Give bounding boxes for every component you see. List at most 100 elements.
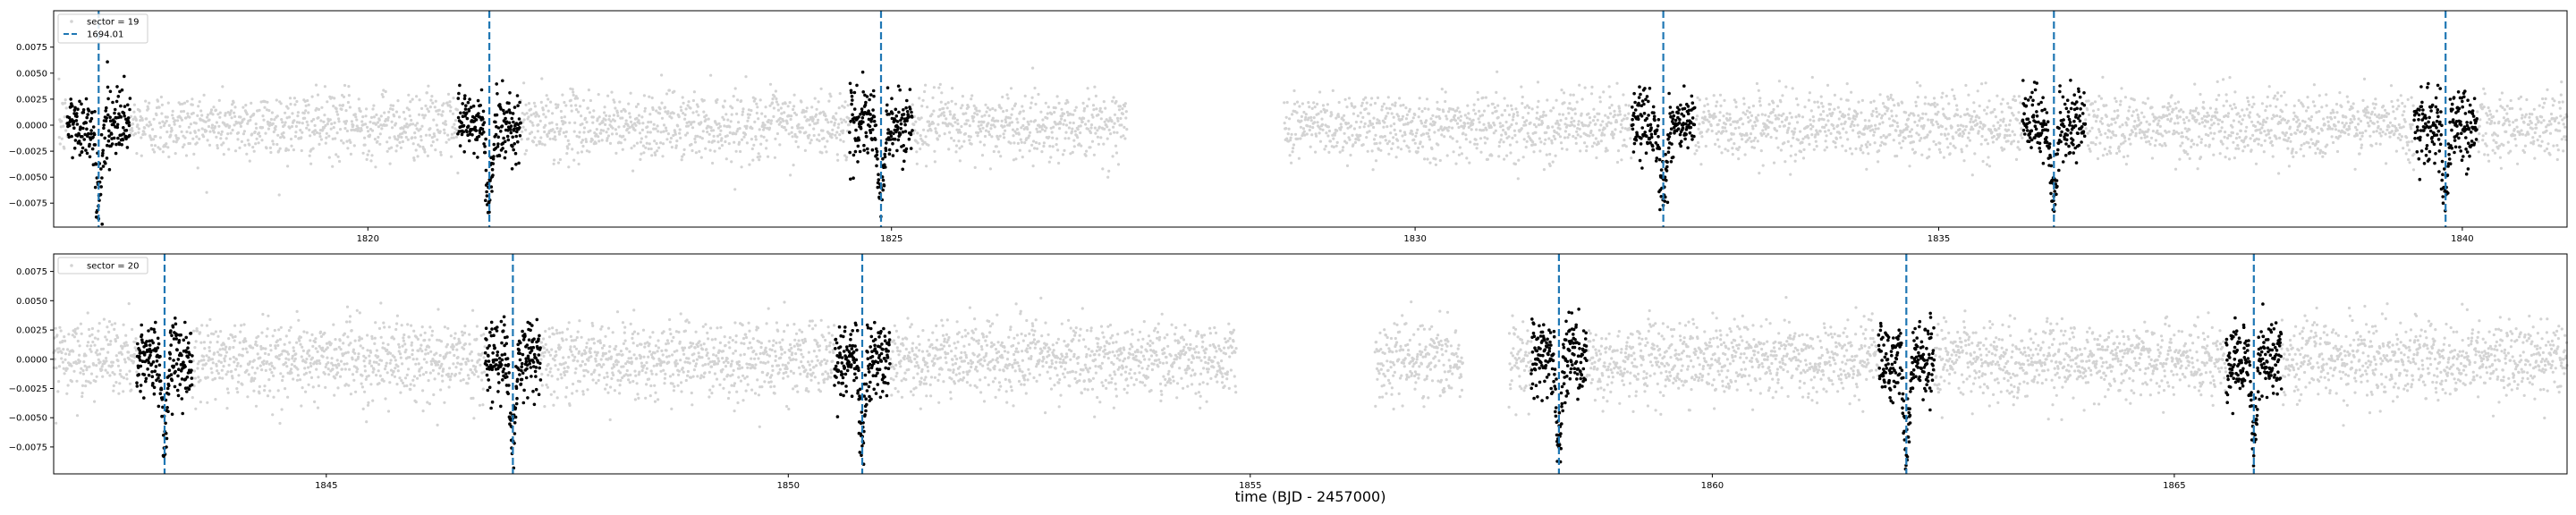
flux-point [763,123,767,127]
flux-point [352,144,356,148]
flux-point [64,129,68,132]
flux-point [1460,152,1463,156]
flux-point [1051,136,1055,139]
flux-point [367,130,370,133]
flux-point [1523,106,1527,109]
flux-point [1877,149,1881,153]
flux-point [1285,137,1289,140]
flux-point [583,116,588,120]
transit-flux-point [85,127,89,131]
flux-point [588,111,592,114]
flux-point [1398,97,1402,100]
flux-point [267,127,270,131]
flux-point [669,136,674,140]
flux-point [2411,139,2414,143]
flux-point [2086,108,2089,112]
flux-point [753,120,757,123]
flux-point [1307,101,1310,105]
transit-flux-point [514,134,518,139]
flux-point [927,120,931,123]
transit-flux-point [113,111,116,115]
flux-point [776,108,781,112]
flux-point [521,121,525,124]
flux-point [1426,157,1429,161]
flux-point [2000,146,2004,149]
transit-flux-point [485,194,489,198]
flux-point [819,87,823,90]
flux-point [1419,119,1423,122]
flux-point [219,132,223,136]
flux-point [2338,91,2342,95]
flux-point [1591,119,1595,122]
flux-point [254,122,258,126]
flux-point [137,131,140,134]
flux-point [400,135,403,139]
flux-point [1792,136,1795,139]
flux-point [2237,120,2241,123]
flux-point [977,131,980,135]
flux-point [1580,97,1584,101]
flux-point [1928,155,1931,158]
flux-point [1816,100,1819,104]
transit-flux-point [85,151,89,156]
flux-point [1511,118,1514,122]
flux-point [2197,112,2200,115]
flux-point [781,102,784,106]
flux-point [197,105,200,108]
flux-point [793,111,797,114]
flux-point [1059,122,1063,125]
transit-flux-point [496,92,499,96]
flux-point [326,122,329,126]
flux-point [2375,142,2378,146]
flux-point [1559,119,1563,122]
flux-point [1771,110,1775,114]
flux-point [2161,134,2165,138]
flux-point [799,131,802,134]
flux-point [162,124,165,128]
flux-point [1028,149,1031,153]
flux-point [273,118,276,122]
flux-point [955,118,960,122]
flux-point [1021,156,1024,159]
flux-point [1432,122,1436,126]
transit-flux-point [113,107,117,112]
flux-point [1936,122,1940,126]
flux-point [147,124,150,128]
flux-point [2394,117,2397,121]
flux-point [267,123,271,127]
flux-point [158,148,162,151]
flux-point [1327,150,1331,154]
flux-point [2094,120,2098,123]
flux-point [1871,109,1875,113]
flux-point [1002,110,1005,114]
flux-point [2160,144,2164,148]
flux-point [366,125,369,129]
flux-point [2558,106,2562,110]
flux-point [707,117,710,121]
transit-flux-point [92,132,97,137]
flux-point [2127,137,2131,141]
transit-flux-point [850,95,854,98]
flux-point [364,114,368,118]
flux-point [2248,115,2251,119]
flux-point [384,89,387,94]
transit-flux-point [862,148,866,152]
flux-point [1301,127,1305,131]
flux-point [1362,97,1366,101]
flux-point [2320,106,2324,109]
flux-point [2487,159,2491,163]
flux-point [650,96,654,100]
flux-point [2298,122,2301,126]
flux-point [1597,141,1600,146]
flux-point [251,146,255,149]
flux-point [988,108,992,112]
flux-point [1465,156,1469,160]
flux-point [1750,114,1754,117]
flux-point [2485,144,2488,148]
flux-point [1808,91,1811,95]
flux-point [1352,143,1355,147]
flux-point [1090,113,1094,117]
flux-point [1039,125,1043,129]
flux-point [2521,114,2524,117]
flux-point [1389,124,1393,128]
